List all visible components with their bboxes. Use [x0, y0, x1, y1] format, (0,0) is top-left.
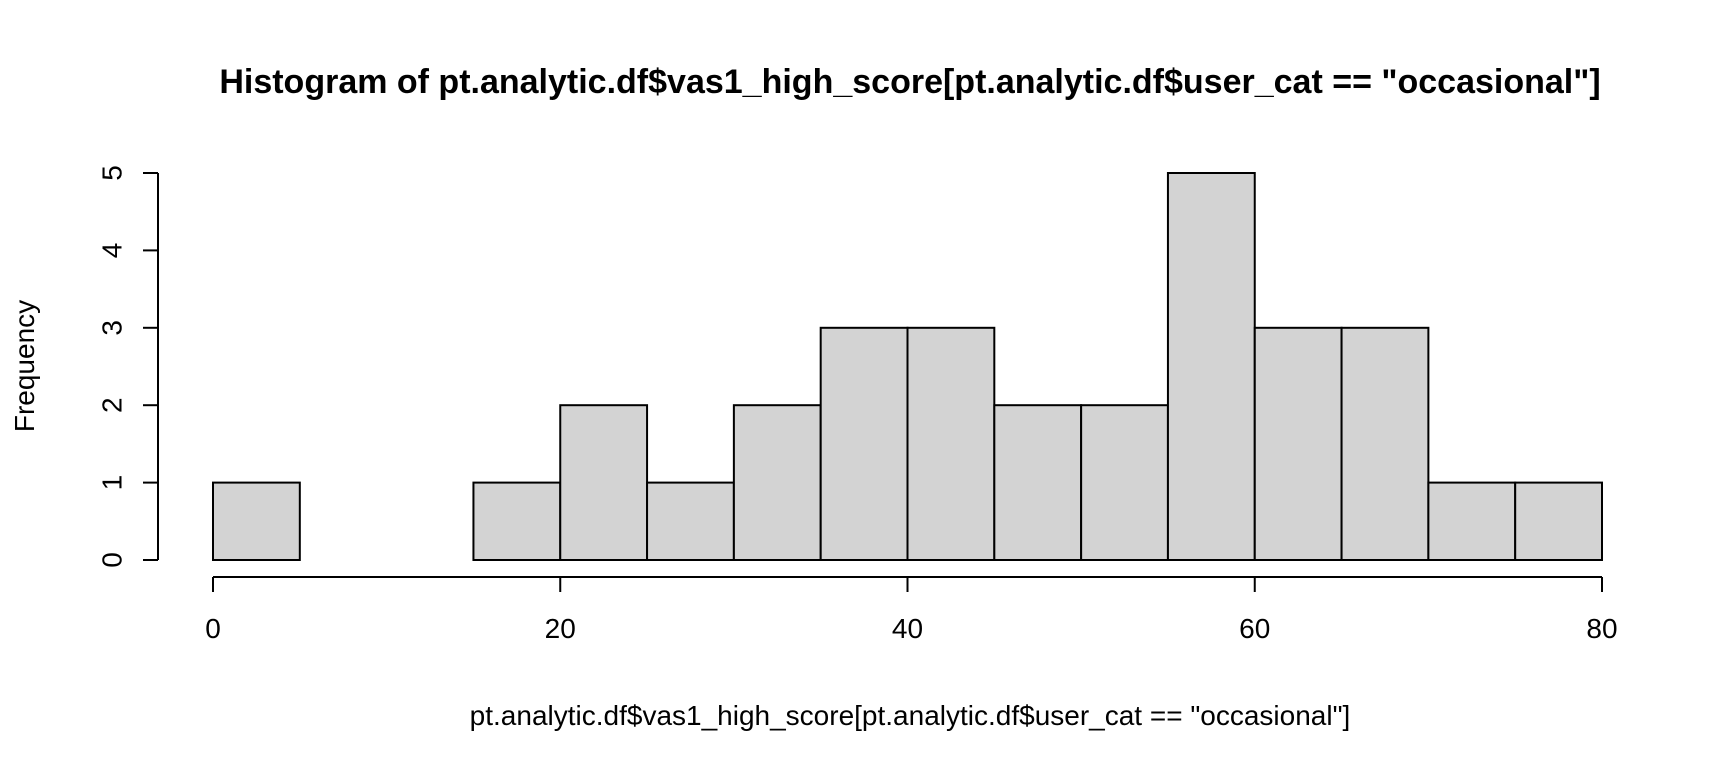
y-axis: 0 1 2 3 4 5 — [97, 165, 159, 568]
x-tick-label: 80 — [1586, 613, 1617, 644]
y-axis-label: Frequency — [9, 300, 40, 432]
x-tick-label: 0 — [205, 613, 221, 644]
chart-title: Histogram of pt.analytic.df$vas1_high_sc… — [219, 63, 1600, 101]
histogram-bar — [819, 326, 909, 561]
x-tick-label: 60 — [1239, 613, 1270, 644]
x-axis: 0 20 40 60 80 — [205, 576, 1618, 644]
histogram-bar — [993, 404, 1083, 562]
y-tick-label: 3 — [97, 320, 128, 336]
histogram-bar — [1340, 326, 1430, 561]
histogram-bar — [212, 481, 301, 562]
x-tick-label: 20 — [545, 613, 576, 644]
histogram-bar — [732, 404, 822, 562]
histogram-bars — [212, 172, 1603, 562]
x-axis-label: pt.analytic.df$vas1_high_score[pt.analyt… — [470, 700, 1351, 731]
histogram-bar — [472, 481, 562, 562]
histogram-bar — [646, 481, 735, 562]
y-tick-label: 4 — [97, 243, 128, 259]
y-tick-label: 2 — [97, 397, 128, 413]
y-tick-label: 1 — [97, 475, 128, 491]
histogram-bar — [1427, 481, 1517, 562]
histogram-bar — [1080, 404, 1169, 562]
histogram-bar — [559, 404, 649, 562]
y-tick-label: 0 — [97, 552, 128, 568]
histogram-bar — [906, 326, 996, 561]
histogram-bar — [1253, 326, 1343, 561]
x-tick-label: 40 — [892, 613, 923, 644]
histogram-bar — [1514, 481, 1603, 562]
y-tick-label: 5 — [97, 165, 128, 181]
histogram-bar — [1166, 172, 1256, 561]
